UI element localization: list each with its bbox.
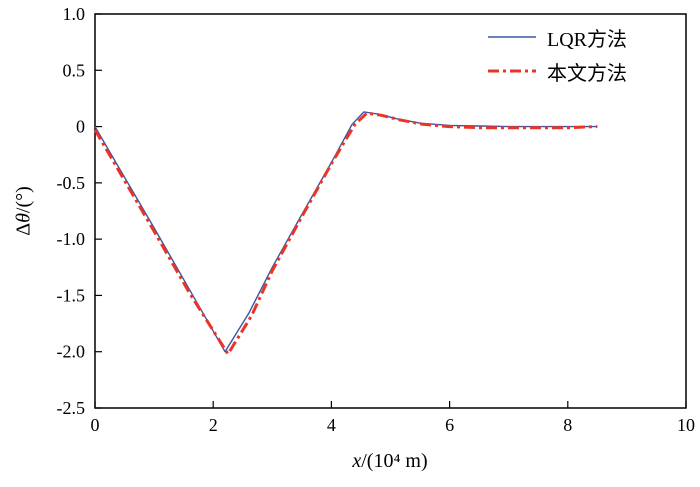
y-tick-label: -1.0 (57, 229, 86, 249)
legend-item-proposed: 本文方法 (487, 58, 627, 85)
x-tick-label: 2 (209, 415, 218, 435)
y-axis-label-var: θ (12, 213, 35, 223)
series-line-dash-dot (93, 111, 598, 356)
y-axis-label-prefix: Δ (12, 222, 35, 236)
x-axis-label: x/(10⁴ m) (352, 450, 427, 473)
y-tick-label: -1.5 (57, 285, 86, 305)
x-tick-label: 0 (91, 415, 100, 435)
y-axis-label: Δθ/(°) (13, 186, 36, 236)
y-tick-label: 0 (76, 117, 85, 137)
y-axis-label-units: /(°) (12, 186, 35, 214)
legend-label-lqr: LQR方法 (547, 28, 627, 51)
plot-border (94, 13, 687, 409)
y-tick-label: -2.0 (57, 342, 86, 362)
legend-label-proposed: 本文方法 (547, 62, 627, 85)
y-tick-label: 1.0 (63, 4, 86, 24)
x-tick-label: 6 (445, 415, 454, 435)
legend-line-sample-lqr (487, 28, 537, 46)
legend-item-lqr: LQR方法 (487, 24, 627, 51)
y-tick-label: 0.5 (63, 60, 86, 80)
y-tick-label: -2.5 (57, 398, 86, 418)
x-axis-label-units: /(10⁴ m) (361, 450, 428, 472)
legend-line-icon (488, 69, 536, 73)
x-tick-label: 8 (563, 415, 572, 435)
x-tick-label: 10 (677, 415, 695, 435)
series-line-solid (94, 111, 598, 353)
y-tick-label: -0.5 (57, 173, 86, 193)
x-tick-label: 4 (327, 415, 336, 435)
x-axis-label-var: x (352, 450, 362, 472)
legend-line-sample-proposed (487, 62, 537, 80)
legend: LQR方法 本文方法 (487, 24, 627, 85)
legend-line-icon (488, 36, 536, 38)
